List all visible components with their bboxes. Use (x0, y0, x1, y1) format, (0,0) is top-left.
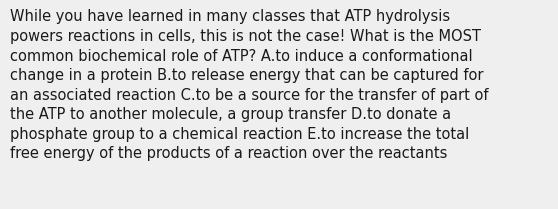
Text: While you have learned in many classes that ATP hydrolysis
powers reactions in c: While you have learned in many classes t… (10, 9, 489, 161)
